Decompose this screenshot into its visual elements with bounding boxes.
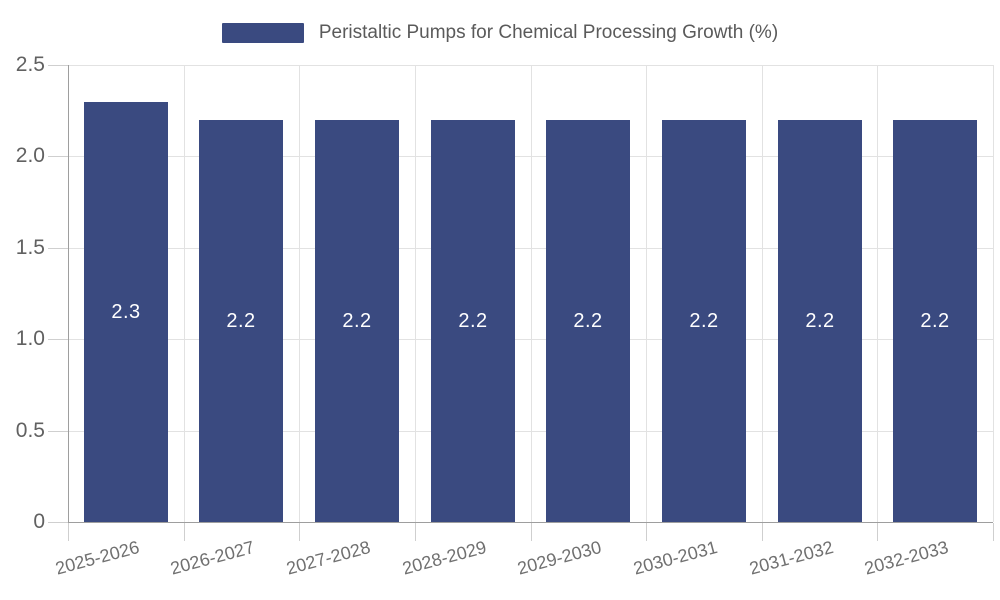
gridline-horizontal [68, 339, 993, 340]
y-tick-label: 0 [33, 510, 45, 533]
x-axis-tick [762, 523, 763, 541]
x-axis-tick [993, 523, 994, 541]
y-axis-tick [48, 156, 68, 157]
gridline-vertical [299, 65, 300, 522]
x-axis-tick [415, 523, 416, 541]
bar-2027-2028[interactable]: 2.2 [315, 120, 399, 522]
y-axis-tick [48, 431, 68, 432]
y-axis-tick [48, 522, 68, 523]
x-axis-tick [531, 523, 532, 541]
y-tick-label: 1.0 [15, 327, 45, 350]
x-axis-line [68, 522, 993, 523]
gridline-horizontal [68, 65, 993, 66]
x-tick-label: 2029-2030 [515, 536, 604, 579]
legend-swatch[interactable] [221, 23, 304, 43]
bar-value-label: 2.2 [689, 309, 719, 332]
bar-2028-2029[interactable]: 2.2 [431, 120, 515, 522]
x-tick-label: 2032-2033 [862, 536, 951, 579]
bar-2029-2030[interactable]: 2.2 [546, 120, 630, 522]
bar-2030-2031[interactable]: 2.2 [662, 120, 746, 522]
gridline-vertical [993, 65, 994, 522]
bar-2032-2033[interactable]: 2.2 [893, 120, 977, 522]
gridline-horizontal [68, 156, 993, 157]
legend-label[interactable]: Peristaltic Pumps for Chemical Processin… [318, 22, 779, 43]
legend[interactable]: Peristaltic Pumps for Chemical Processin… [0, 19, 1000, 47]
gridline-horizontal [68, 248, 993, 249]
gridline-vertical [415, 65, 416, 522]
gridline-vertical [877, 65, 878, 522]
x-tick-label: 2031-2032 [747, 536, 836, 579]
x-tick-label: 2028-2029 [400, 536, 489, 579]
bar-value-label: 2.2 [573, 309, 603, 332]
y-axis-tick [48, 65, 68, 66]
gridline-vertical [184, 65, 185, 522]
y-tick-label: 2.0 [15, 144, 45, 167]
x-tick-label: 2025-2026 [53, 536, 142, 579]
y-tick-label: 2.5 [15, 53, 45, 76]
bar-value-label: 2.2 [805, 309, 835, 332]
y-tick-label: 0.5 [15, 419, 45, 442]
gridline-vertical [646, 65, 647, 522]
gridline-horizontal [68, 431, 993, 432]
bar-value-label: 2.2 [226, 309, 256, 332]
gridline-vertical [762, 65, 763, 522]
y-axis-tick [48, 248, 68, 249]
y-axis-line [68, 65, 69, 522]
bar-2026-2027[interactable]: 2.2 [199, 120, 283, 522]
bar-value-label: 2.3 [111, 300, 141, 323]
x-tick-label: 2027-2028 [284, 536, 373, 579]
bar-2025-2026[interactable]: 2.3 [84, 102, 168, 522]
bar-value-label: 2.2 [920, 309, 950, 332]
y-axis-tick [48, 339, 68, 340]
x-axis-tick [68, 523, 69, 541]
x-axis-tick [646, 523, 647, 541]
bar-2031-2032[interactable]: 2.2 [778, 120, 862, 522]
x-axis-tick [299, 523, 300, 541]
bar-value-label: 2.2 [458, 309, 488, 332]
gridline-vertical [531, 65, 532, 522]
y-tick-label: 1.5 [15, 236, 45, 259]
x-axis-tick [877, 523, 878, 541]
x-axis-tick [184, 523, 185, 541]
x-tick-label: 2026-2027 [168, 536, 257, 579]
x-tick-label: 2030-2031 [631, 536, 720, 579]
bar-value-label: 2.2 [342, 309, 372, 332]
